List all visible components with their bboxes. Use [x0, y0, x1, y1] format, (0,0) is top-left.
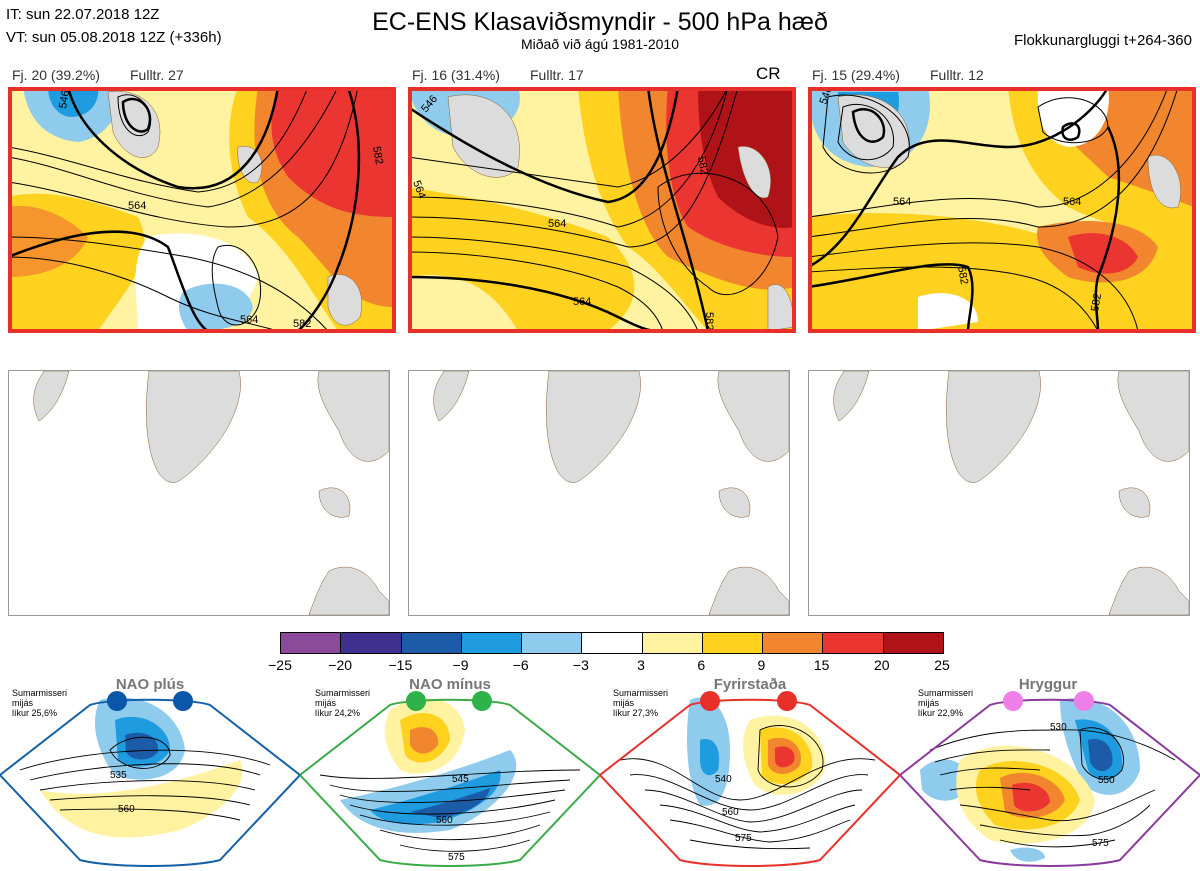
colorbar-cell — [582, 633, 643, 653]
regime-1-title: NAO plús — [115, 676, 185, 693]
cluster-3-map: 564 564 546 582 582 — [808, 87, 1194, 331]
regime-2-dot-right — [472, 691, 492, 711]
colorbar-tick-label: −3 — [572, 657, 589, 673]
colorbar-tick-label: 20 — [874, 657, 890, 673]
colorbar-tick-label: 25 — [934, 657, 950, 673]
cluster-3-contour-label: 582 — [1089, 292, 1104, 312]
regime-2-contour-label: 545 — [452, 774, 469, 785]
colorbar-cell — [341, 633, 402, 653]
colorbar — [280, 632, 944, 654]
regime-1-season: Sumarmisseri — [12, 688, 68, 698]
regime-4-title: Hryggur — [1018, 676, 1078, 693]
regime-2-info: Sumarmisseri mijás líkur 24,2% — [315, 688, 370, 718]
cluster-2-contour-label: 564 — [548, 218, 566, 230]
regime-4-map: 530 550 575 — [900, 690, 1200, 871]
regime-3-dot-right — [777, 691, 797, 711]
regime-3-contour-label: 560 — [722, 807, 739, 818]
cluster-2-map: 564 546 582 564 582 564 — [408, 87, 794, 331]
regime-1-contour-label: 560 — [118, 804, 135, 815]
cluster-3-contour-label: 564 — [1063, 196, 1081, 208]
cluster-2-contour-label: 582 — [703, 312, 715, 330]
cluster-1-contour-label: 564 — [240, 314, 258, 326]
colorbar-tick-label: −25 — [268, 657, 292, 673]
cluster-3-label: Fj. 15 (29.4%) — [812, 67, 900, 83]
colorbar-tick-label: −15 — [388, 657, 413, 673]
page-subtitle: Miðað við ágú 1981-2010 — [520, 36, 679, 52]
regime-3-season: Sumarmisseri — [613, 688, 669, 698]
regime-4-contour-label: 575 — [1092, 838, 1109, 849]
regime-3-avg: mijás — [613, 698, 635, 708]
regime-2-season: Sumarmisseri — [315, 688, 371, 698]
regime-3-freq: líkur 27,3% — [613, 708, 659, 718]
colorbar-cell — [522, 633, 583, 653]
colorbar-tick-label: 15 — [813, 657, 830, 673]
regime-3-map: 540 560 575 — [600, 690, 900, 871]
cluster-3-contour-label: 582 — [955, 265, 970, 285]
colorbar-tick-label: −6 — [512, 657, 529, 673]
regime-4-contour-label: 530 — [1050, 722, 1067, 733]
regime-1-dot-right — [173, 691, 193, 711]
regime-1-avg: mijás — [12, 698, 34, 708]
colorbar-tick-label: 6 — [697, 657, 706, 673]
regime-3-title: Fyrirstaða — [713, 676, 787, 693]
regime-1-freq: líkur 25,6% — [12, 708, 58, 718]
cluster-3-contour-label: 564 — [893, 196, 911, 208]
cluster-2-label: Fj. 16 (31.4%) — [412, 67, 500, 83]
base-map-3 — [808, 370, 1190, 616]
cluster-1-rep: Fulltr. 27 — [130, 67, 184, 83]
regime-4-freq: líkur 22,9% — [918, 708, 964, 718]
cluster-1-contour-label: 582 — [293, 318, 311, 330]
colorbar-tick-label: −20 — [328, 657, 353, 673]
colorbar-cell — [823, 633, 884, 653]
cluster-window: Flokkunargluggi t+264-360 — [1013, 32, 1192, 49]
page-title: EC-ENS Klasaviðsmyndir - 500 hPa hæð — [372, 8, 828, 36]
regime-4-avg: mijás — [918, 698, 940, 708]
regime-2-map: 545 560 575 — [300, 690, 600, 871]
regime-2-contour-label: 575 — [448, 852, 465, 863]
base-map-1 — [8, 370, 390, 616]
regime-4-info: Sumarmisseri mijás líkur 22,9% — [918, 688, 973, 718]
cluster-1-contour-label: 546 — [57, 89, 72, 109]
base-map-2 — [408, 370, 790, 616]
regime-2-title: NAO mínus — [409, 676, 491, 693]
colorbar-tick-label: 3 — [637, 657, 645, 673]
regime-4-season: Sumarmisseri — [918, 688, 974, 698]
regime-1-info: Sumarmisseri mijás líkur 25,6% — [12, 688, 67, 718]
regime-2-dot-left — [406, 691, 426, 711]
cluster-2-tag: CR — [756, 64, 781, 83]
regime-1-contour-label: 535 — [110, 770, 127, 781]
cluster-3-rep: Fulltr. 12 — [930, 67, 984, 83]
regime-4-dot-right — [1074, 691, 1094, 711]
regime-2-avg: mijás — [315, 698, 337, 708]
regime-4-contour-label: 550 — [1098, 775, 1115, 786]
colorbar-cell — [763, 633, 824, 653]
cluster-1-map: 564 546 582 564 582 — [8, 87, 394, 331]
regime-3-dot-left — [700, 691, 720, 711]
cluster-2-contour-label: 564 — [410, 179, 428, 200]
regime-2-contour-label: 560 — [436, 815, 453, 826]
cluster-1-contour-label: 582 — [370, 145, 385, 165]
colorbar-tick-label: 9 — [757, 657, 766, 673]
colorbar-cell — [401, 633, 462, 653]
regime-3-info: Sumarmisseri mijás líkur 27,3% — [613, 688, 668, 718]
colorbar-cell — [642, 633, 703, 653]
colorbar-tick-label: −9 — [452, 657, 469, 673]
cluster-1-label: Fj. 20 (39.2%) — [12, 67, 100, 83]
cluster-1-contour-label: 564 — [128, 200, 146, 212]
regime-3-contour-label: 575 — [735, 833, 752, 844]
regime-3-contour-label: 540 — [715, 774, 732, 785]
regime-1-dot-left — [107, 691, 127, 711]
regime-2-freq: líkur 24,2% — [315, 708, 361, 718]
colorbar-cell — [281, 633, 342, 653]
colorbar-cell — [883, 633, 943, 653]
cluster-2-contour-label: 564 — [573, 296, 591, 308]
init-time: IT: sun 22.07.2018 12Z — [6, 6, 160, 23]
cluster-2-rep: Fulltr. 17 — [530, 67, 584, 83]
regime-1-map: 535 560 — [0, 690, 300, 871]
colorbar-cell — [702, 633, 764, 653]
valid-time: VT: sun 05.08.2018 12Z (+336h) — [6, 29, 222, 46]
cluster-2-contour-label: 582 — [695, 155, 710, 175]
colorbar-cell — [461, 633, 523, 653]
regime-4-dot-left — [1003, 691, 1023, 711]
